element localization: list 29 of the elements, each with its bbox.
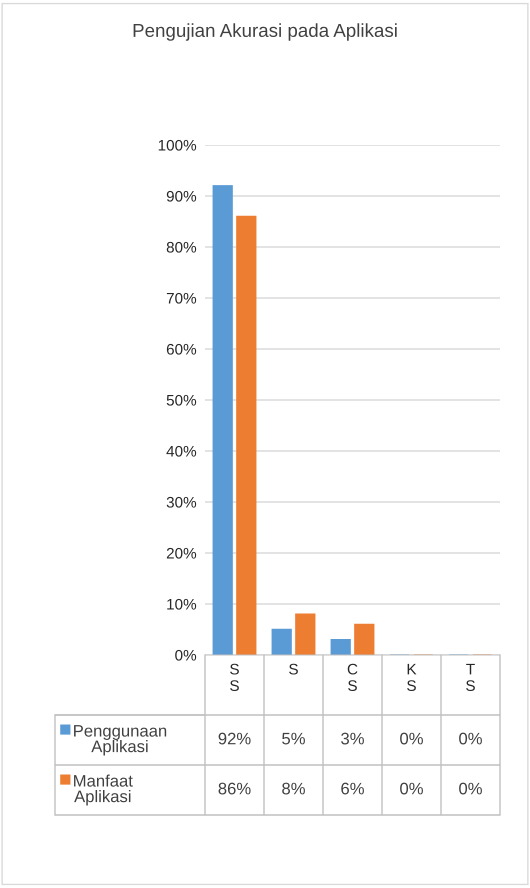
y-tick-label: 80% — [166, 242, 196, 253]
data-label: 3% — [341, 732, 364, 744]
data-label: 8% — [282, 782, 305, 794]
x-tick-label: KS — [407, 664, 416, 692]
data-label: 92% — [218, 732, 251, 744]
y-tick-label: 20% — [166, 548, 196, 559]
legend-label: Manfaat Aplikasi — [74, 774, 133, 806]
x-tick-label: S — [289, 664, 298, 675]
x-tick-label: SS — [230, 664, 239, 692]
data-label: 6% — [341, 782, 364, 794]
chart-title: Pengujian Akurasi pada Aplikasi — [134, 23, 397, 41]
data-label: 86% — [218, 782, 251, 794]
legend-label: Penggunaan Aplikasi — [74, 725, 166, 756]
y-tick-label: 0% — [175, 650, 196, 661]
y-tick-label: 90% — [166, 190, 196, 202]
data-label: 5% — [282, 732, 305, 744]
y-tick-label: 100% — [158, 140, 196, 151]
y-tick-label: 50% — [166, 394, 196, 406]
data-label: 0% — [459, 782, 482, 794]
y-tick-label: 10% — [167, 598, 196, 610]
x-tick-label: CS — [348, 664, 358, 692]
data-label: 0% — [400, 732, 423, 744]
data-label: 0% — [400, 782, 423, 794]
y-tick-label: 40% — [166, 446, 196, 457]
y-tick-label: 60% — [166, 344, 196, 355]
y-tick-label: 70% — [166, 292, 196, 304]
x-tick-label: TS — [466, 664, 475, 692]
y-tick-label: 30% — [166, 496, 196, 508]
data-label: 0% — [459, 732, 482, 744]
